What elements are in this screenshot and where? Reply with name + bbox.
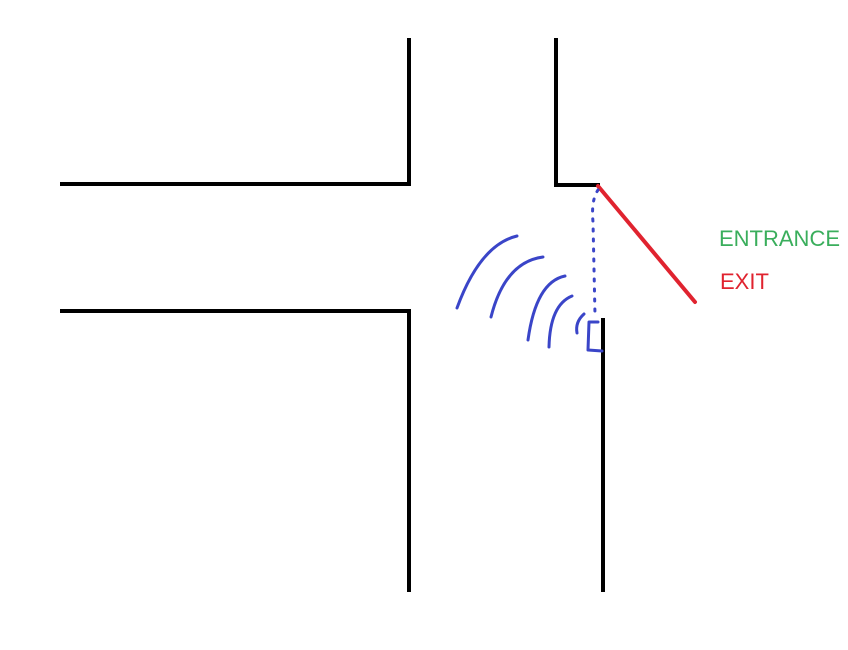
wave-1 [575,312,586,335]
wave-5 [455,234,519,310]
walls [60,38,605,592]
legend-entrance-label: ENTRANCE [719,226,841,251]
sensor-device [586,320,604,353]
wave-3 [526,274,567,342]
wall-upper-left [60,38,411,186]
sensor-waves [455,234,586,349]
sensor-beam [591,188,600,317]
legend-exit-label: EXIT [720,269,769,294]
wall-lower-left [60,309,411,592]
wall-upper-right [554,38,600,187]
wave-4 [489,255,545,319]
wave-2 [547,294,574,349]
door-line [596,184,697,304]
